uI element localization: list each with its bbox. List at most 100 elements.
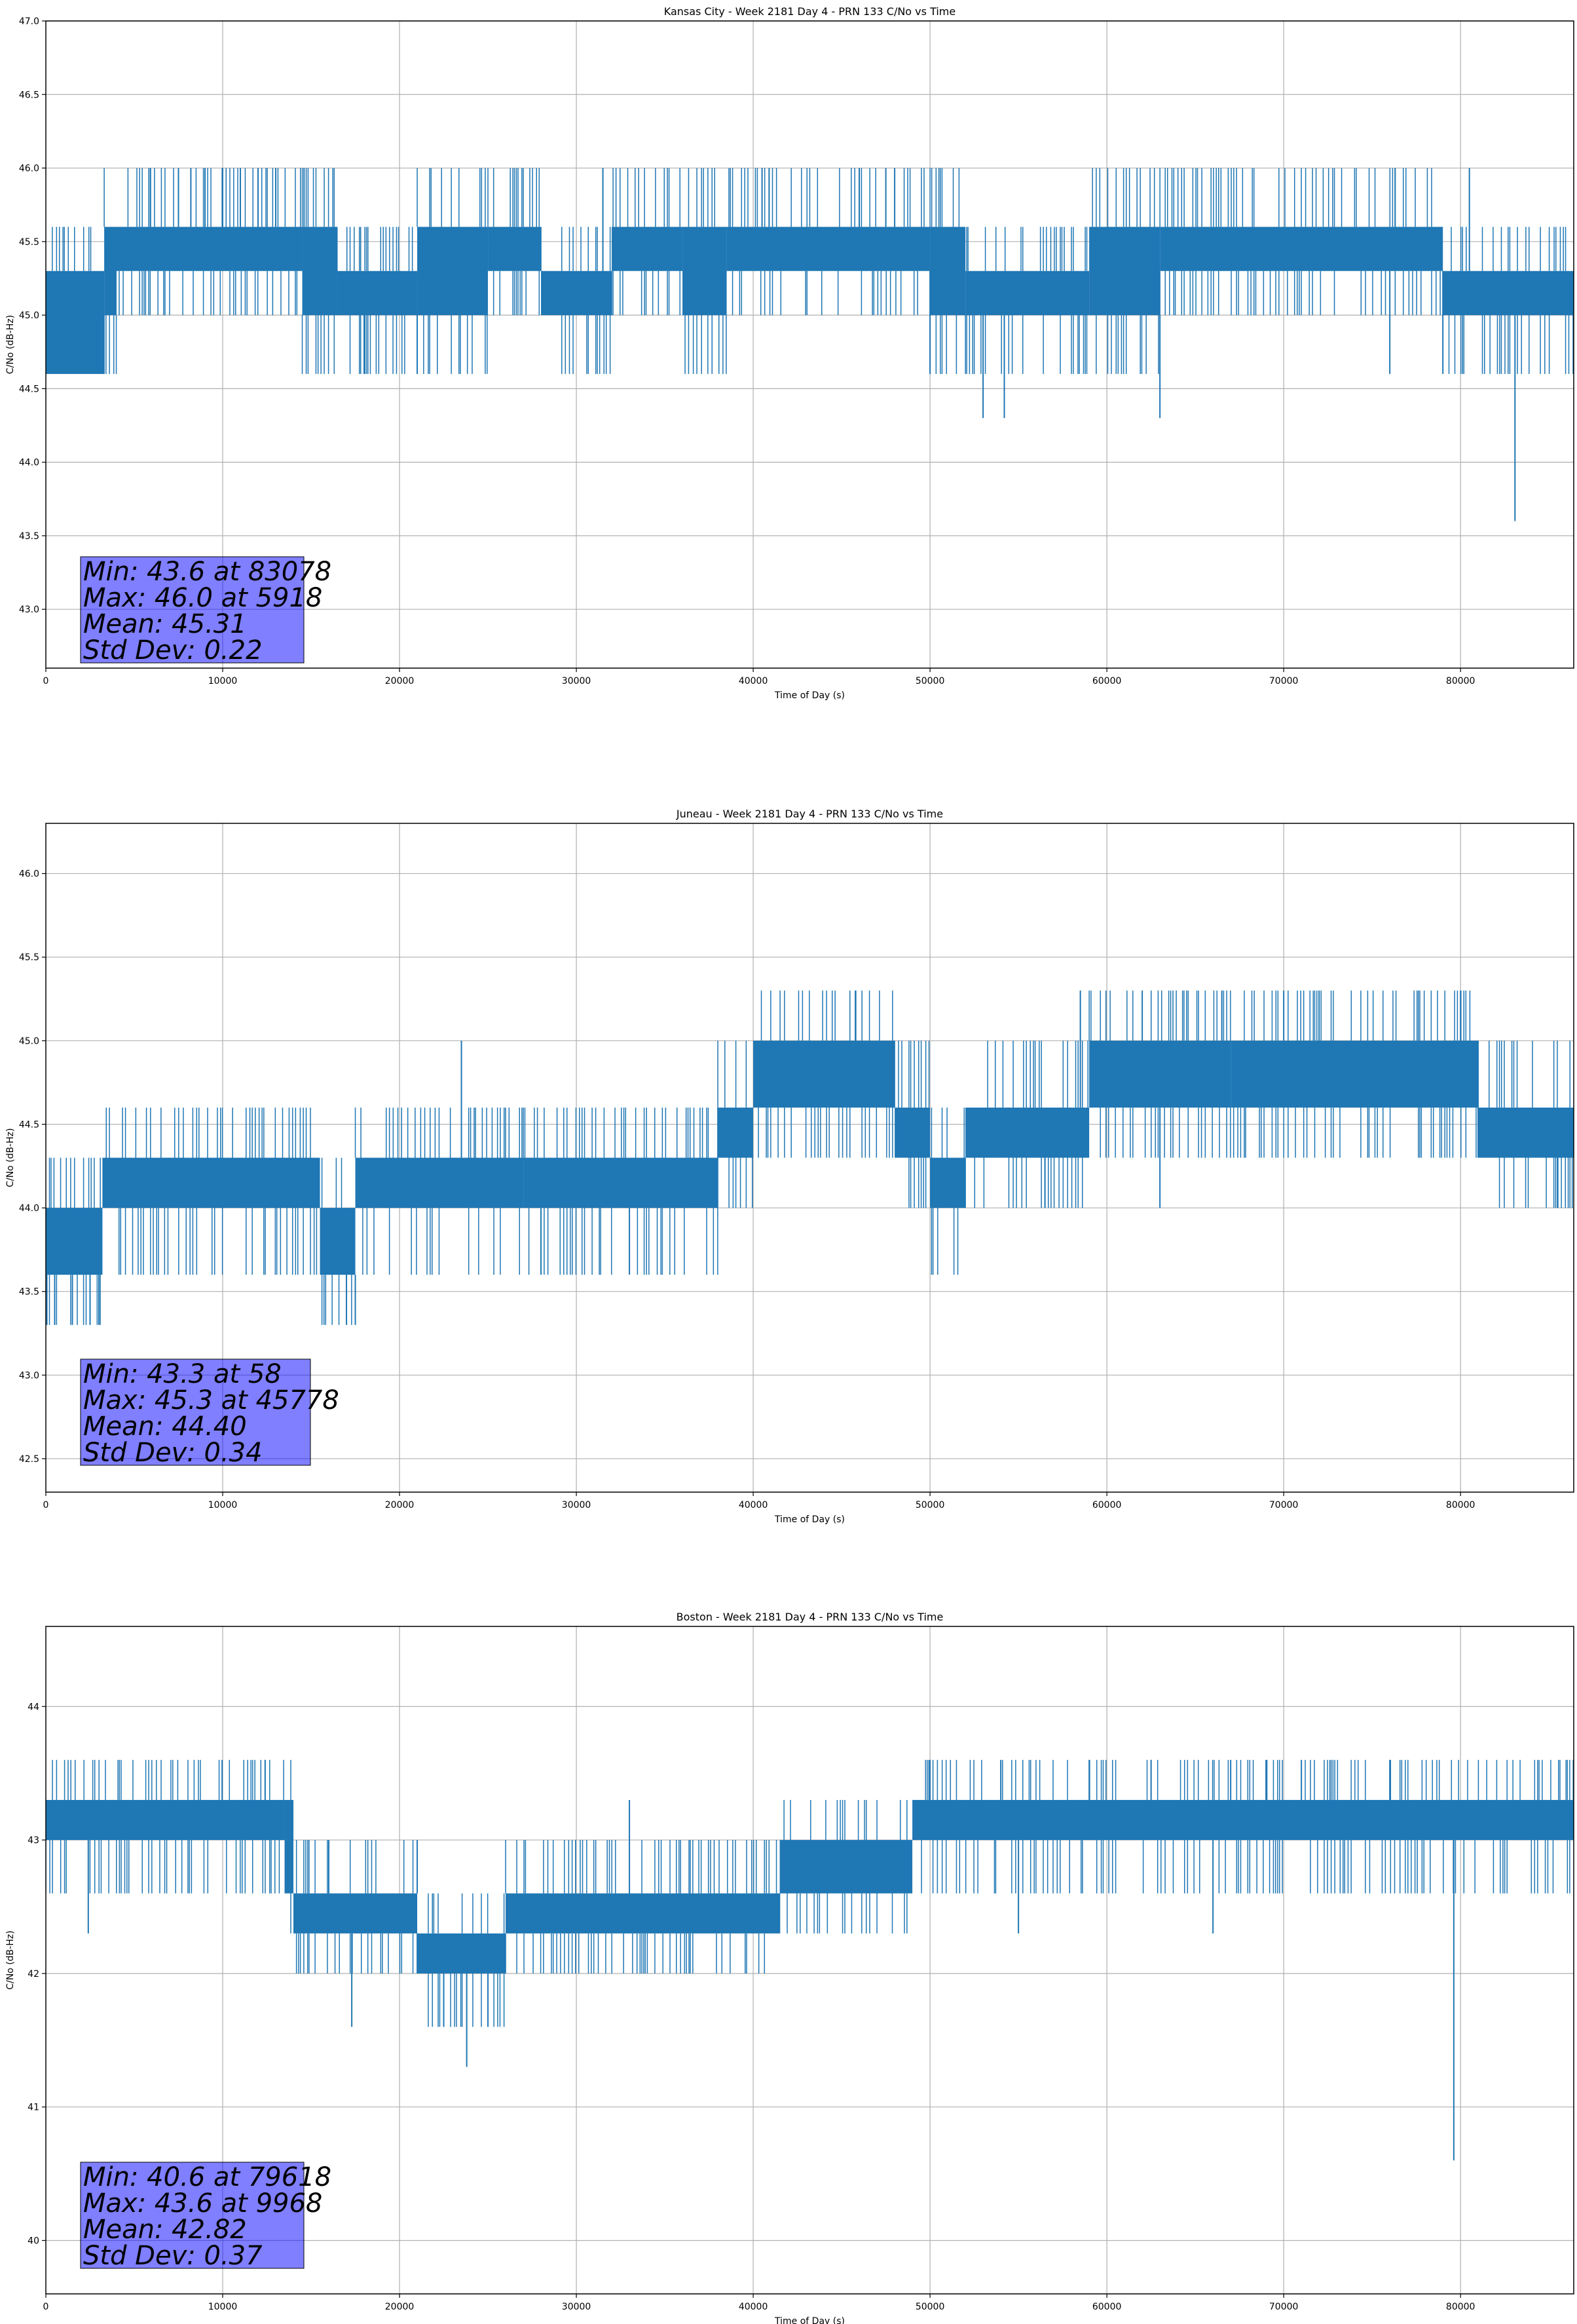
y-tick-label: 46.0 [19, 869, 39, 880]
data-band [930, 1157, 966, 1209]
data-band [506, 1893, 780, 1934]
data-band [417, 1933, 506, 1974]
data-band [523, 1157, 718, 1209]
x-tick-label: 30000 [562, 1500, 591, 1510]
data-series [46, 990, 1574, 1325]
y-tick-label: 43.0 [19, 1370, 39, 1381]
data-band [293, 1893, 418, 1934]
data-band [1478, 1107, 1574, 1158]
y-tick-label: 45.5 [19, 952, 39, 963]
y-tick-label: 44.0 [19, 1203, 39, 1214]
data-band [912, 1799, 1574, 1841]
stats-line: Min: 40.6 at 79618 [83, 2162, 331, 2192]
y-tick-label: 44 [28, 1702, 39, 1712]
x-tick-label: 80000 [1446, 1500, 1475, 1510]
data-series [46, 168, 1574, 521]
data-band [417, 227, 489, 316]
x-tick-label: 20000 [385, 1500, 415, 1510]
chart-title: Juneau - Week 2181 Day 4 - PRN 133 C/No … [676, 808, 943, 820]
y-tick-label: 45.0 [19, 1036, 39, 1047]
data-series [46, 1759, 1574, 2161]
y-tick-label: 47.0 [19, 16, 39, 27]
data-band [682, 227, 727, 316]
x-tick-label: 80000 [1446, 2302, 1475, 2312]
data-band [753, 1040, 895, 1108]
x-axis-label: Time of Day (s) [774, 1514, 845, 1525]
x-tick-label: 70000 [1269, 1500, 1299, 1510]
data-band [117, 227, 303, 271]
axes-frame [45, 823, 1574, 1493]
y-axis-label: C/No (dB-Hz) [5, 1128, 16, 1187]
data-band [726, 227, 931, 271]
y-tick-label: 43.5 [19, 531, 39, 542]
y-tick-label: 44.0 [19, 458, 39, 468]
x-tick-label: 10000 [208, 1500, 238, 1510]
x-tick-label: 60000 [1092, 1500, 1122, 1510]
x-tick-label: 30000 [562, 676, 591, 686]
data-band [302, 227, 338, 316]
data-band [284, 1799, 294, 1894]
x-tick-label: 50000 [916, 1500, 945, 1510]
data-band [102, 1157, 320, 1209]
x-axis-label: Time of Day (s) [774, 2316, 845, 2324]
data-band [320, 1208, 356, 1275]
data-band [46, 1208, 103, 1275]
x-axis-label: Time of Day (s) [774, 690, 845, 701]
y-tick-label: 42 [28, 1969, 39, 1979]
stats-line: Max: 43.6 at 9968 [83, 2188, 322, 2219]
data-band [1443, 271, 1574, 316]
stats-line: Min: 43.6 at 83078 [83, 557, 331, 587]
x-tick-label: 40000 [739, 676, 768, 686]
data-band [104, 227, 117, 316]
data-band [612, 227, 683, 271]
axes-frame [45, 20, 1574, 669]
x-tick-label: 30000 [562, 2302, 591, 2312]
stats-line: Max: 46.0 at 5918 [83, 583, 322, 613]
x-tick-label: 0 [43, 676, 49, 686]
y-tick-label: 43.5 [19, 1287, 39, 1298]
data-band [930, 227, 966, 316]
data-band [895, 1107, 931, 1158]
y-tick-label: 40 [28, 2236, 39, 2246]
x-tick-label: 60000 [1092, 676, 1122, 686]
y-tick-label: 41 [28, 2103, 39, 2113]
data-band [965, 271, 1090, 316]
data-band [541, 271, 612, 316]
data-band [355, 1157, 524, 1209]
x-tick-label: 0 [43, 1500, 49, 1510]
y-tick-label: 43.0 [19, 605, 39, 615]
stats-line: Std Dev: 0.34 [83, 1438, 263, 1468]
stats-line: Min: 43.3 at 58 [83, 1359, 282, 1389]
chart-title: Kansas City - Week 2181 Day 4 - PRN 133 … [664, 5, 955, 18]
x-tick-label: 60000 [1092, 2302, 1122, 2312]
stats-box-background [80, 2162, 305, 2269]
y-tick-label: 43 [28, 1835, 39, 1846]
y-tick-label: 42.5 [19, 1454, 39, 1465]
data-band [337, 271, 418, 316]
y-tick-label: 45.0 [19, 310, 39, 321]
x-tick-label: 10000 [208, 2302, 238, 2312]
axes-frame [45, 1626, 1574, 2295]
data-band [488, 227, 542, 271]
y-tick-label: 44.5 [19, 1119, 39, 1130]
data-band [1231, 1040, 1479, 1108]
data-band [1160, 227, 1443, 271]
x-tick-label: 70000 [1269, 676, 1299, 686]
chart-panel-1: 0 10000 20000 30000 40000 50000 60000 70000 8000… [5, 5, 1574, 701]
data-band [1089, 1040, 1231, 1108]
x-tick-label: 40000 [739, 2302, 768, 2312]
stats-line: Mean: 44.40 [83, 1412, 247, 1442]
x-tick-label: 50000 [916, 676, 945, 686]
x-tick-label: 70000 [1269, 2302, 1299, 2312]
stats-box-background [80, 1359, 311, 1466]
x-tick-label: 40000 [739, 1500, 768, 1510]
y-tick-label: 46.5 [19, 90, 39, 100]
x-tick-label: 10000 [208, 676, 238, 686]
stats-line: Std Dev: 0.22 [83, 635, 263, 665]
data-band [1089, 227, 1160, 316]
stats-line: Mean: 45.31 [83, 609, 247, 639]
y-axis-label: C/No (dB-Hz) [5, 1930, 16, 1989]
